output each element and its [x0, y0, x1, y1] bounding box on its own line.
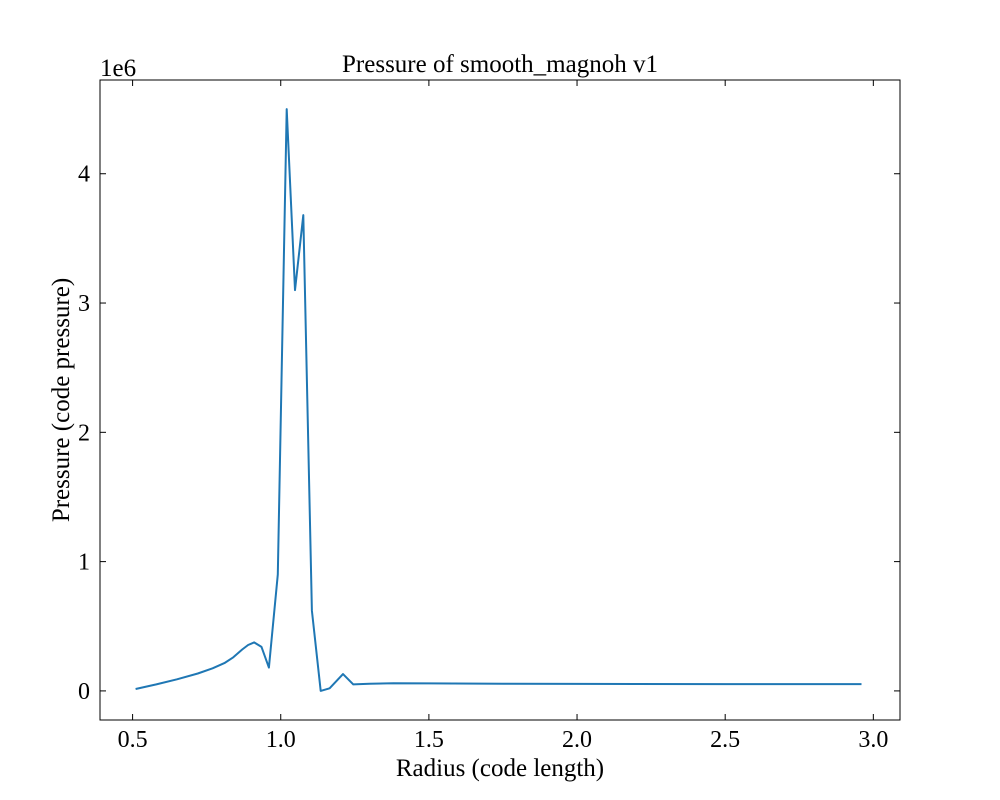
pressure-series-line: [135, 108, 862, 692]
y-axis-label: Pressure (code pressure): [48, 278, 75, 522]
x-tick-label: 0.5: [118, 727, 148, 753]
x-axis-ticks: 0.5 1.0 1.5 2.0 2.5 3.0: [118, 80, 888, 753]
plot-frame: [99, 79, 901, 721]
y-tick-label: 1: [78, 550, 90, 576]
y-offset-label: 1e6: [100, 55, 136, 82]
x-axis-label: Radius (code length): [396, 755, 604, 782]
x-tick-label: 2.0: [562, 727, 592, 753]
y-tick-label: 4: [78, 162, 90, 188]
chart-title: Pressure of smooth_magnoh v1: [342, 51, 658, 78]
y-tick-label: 3: [78, 291, 90, 317]
x-tick-label: 2.5: [710, 727, 740, 753]
x-tick-label: 1.5: [414, 727, 444, 753]
y-tick-label: 2: [78, 420, 90, 446]
x-tick-label: 1.0: [266, 727, 296, 753]
x-tick-label: 3.0: [858, 727, 888, 753]
y-tick-label: 0: [78, 679, 90, 705]
y-axis-ticks: 0 1 2 3 4: [78, 162, 900, 705]
